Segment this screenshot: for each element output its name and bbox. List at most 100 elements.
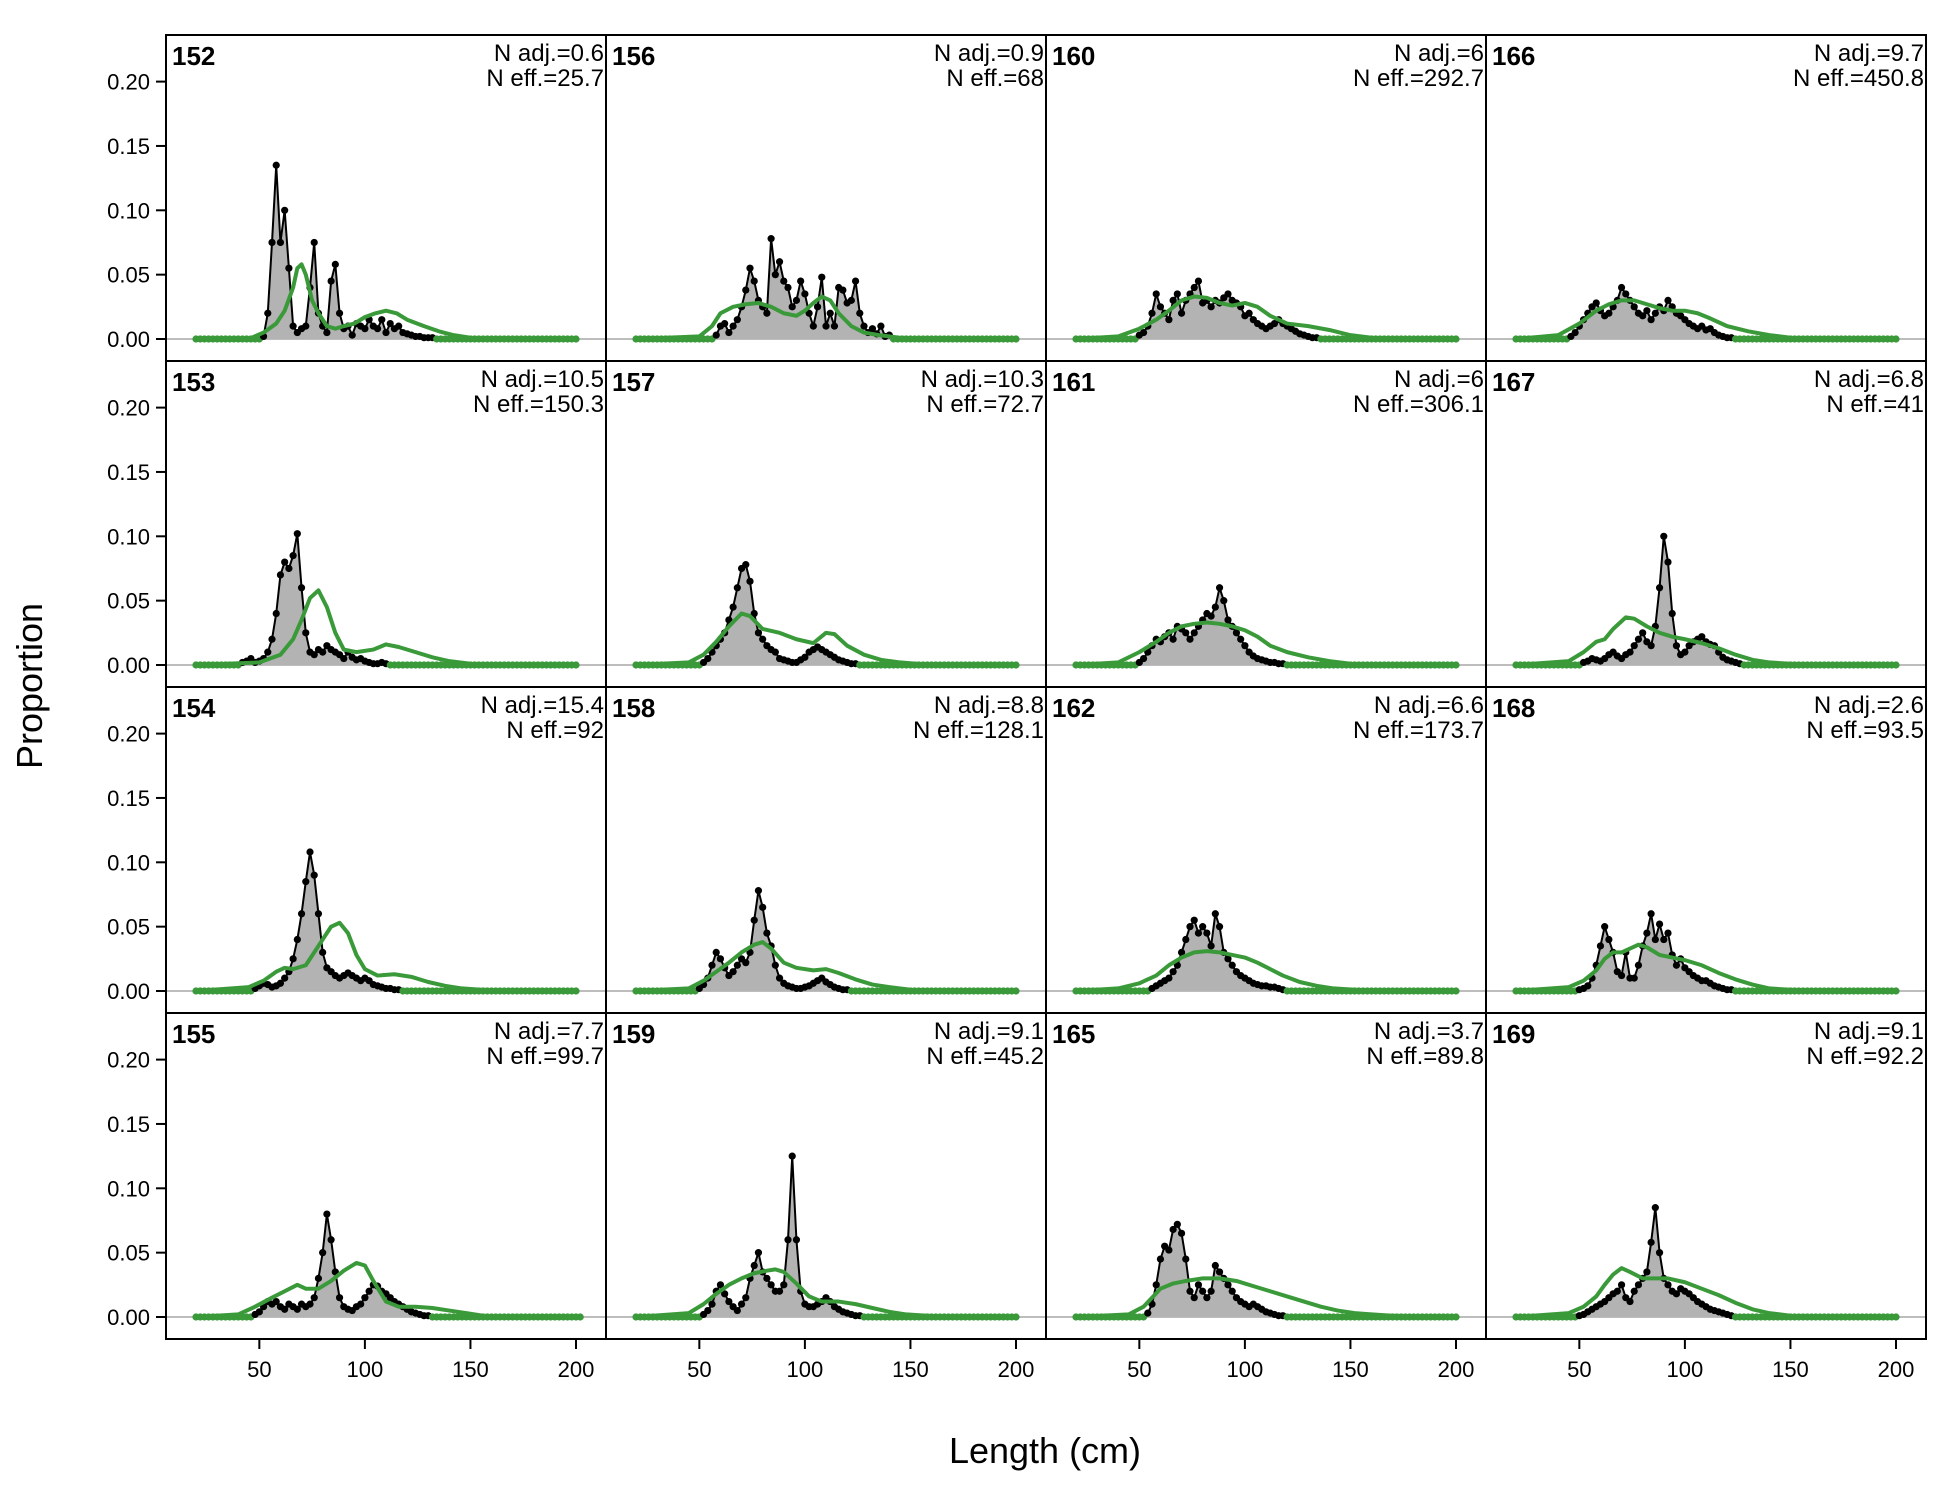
panel-168: 168 N adj.=2.6N eff.=93.5 bbox=[1485, 686, 1927, 1014]
observed-point bbox=[289, 322, 297, 330]
expected-line bbox=[635, 294, 1016, 341]
expected-line bbox=[195, 920, 576, 993]
observed-point bbox=[801, 653, 809, 661]
observed-point bbox=[264, 309, 272, 317]
observed-point bbox=[1177, 948, 1186, 956]
observed-point bbox=[281, 558, 289, 566]
observed-point bbox=[1655, 584, 1664, 592]
panel-169: 169 N adj.=9.1N eff.=92.2 bbox=[1485, 1012, 1927, 1340]
observed-area bbox=[636, 564, 1016, 665]
observed-point bbox=[1228, 961, 1236, 969]
observed-point bbox=[1173, 1220, 1181, 1228]
panel-155: 155 N adj.=7.7N eff.=99.7 bbox=[165, 1012, 607, 1340]
observed-point bbox=[1165, 1246, 1173, 1254]
observed-point bbox=[293, 530, 301, 538]
observed-point bbox=[1626, 648, 1634, 656]
n-adj-label: N adj.=0.9 bbox=[934, 40, 1044, 67]
panel-154: 154 N adj.=15.4N eff.=92 bbox=[165, 686, 607, 1014]
panel-160: 160 N adj.=6N eff.=292.7 bbox=[1045, 34, 1487, 362]
n-adj-label: N adj.=9.7 bbox=[1814, 40, 1924, 67]
observed-point bbox=[767, 235, 775, 243]
observed-point bbox=[1169, 1225, 1177, 1234]
expected-line bbox=[195, 588, 576, 667]
observed-point bbox=[750, 916, 758, 924]
n-eff-label: N eff.=306.1 bbox=[1353, 391, 1484, 418]
panel-156: 156 N adj.=0.9N eff.=68 bbox=[605, 34, 1047, 362]
observed-point bbox=[1605, 309, 1613, 317]
observed-area bbox=[196, 165, 576, 339]
observed-point bbox=[302, 878, 310, 886]
observed-point bbox=[1647, 910, 1655, 918]
observed-point bbox=[276, 979, 285, 987]
observed-point bbox=[302, 322, 310, 330]
observed-point bbox=[1672, 642, 1681, 650]
observed-area bbox=[1076, 587, 1456, 665]
x-tick-label: 50 bbox=[1127, 1357, 1151, 1382]
observed-point bbox=[276, 238, 285, 247]
observed-point bbox=[877, 322, 885, 330]
observed-point bbox=[285, 264, 293, 272]
observed-point bbox=[382, 328, 390, 337]
observed-point bbox=[847, 296, 855, 304]
observed-point bbox=[268, 635, 276, 643]
observed-point bbox=[712, 331, 720, 339]
y-tick-label: 0.05 bbox=[107, 915, 150, 940]
observed-point bbox=[1651, 309, 1659, 317]
observed-point bbox=[813, 303, 822, 311]
observed-point bbox=[1626, 1297, 1634, 1306]
observed-point bbox=[746, 264, 754, 272]
observed-point bbox=[733, 316, 741, 324]
observed-point bbox=[704, 654, 712, 663]
observed-point bbox=[327, 1236, 335, 1244]
observed-point bbox=[788, 303, 796, 311]
x-tick-label: 100 bbox=[1667, 1357, 1704, 1382]
panel-id-label: 152 bbox=[172, 41, 215, 71]
observed-point bbox=[1224, 955, 1232, 963]
observed-point bbox=[1613, 1287, 1621, 1295]
observed-point bbox=[1173, 290, 1181, 298]
observed-point bbox=[1617, 971, 1626, 980]
x-tick-label: 150 bbox=[1772, 1357, 1809, 1382]
observed-point bbox=[801, 290, 809, 298]
n-eff-label: N eff.=89.8 bbox=[1366, 1043, 1484, 1070]
observed-point bbox=[818, 273, 826, 281]
observed-point bbox=[1215, 923, 1224, 931]
observed-point bbox=[1643, 1268, 1651, 1276]
panel-id-label: 159 bbox=[612, 1019, 655, 1049]
observed-point bbox=[1681, 648, 1689, 656]
observed-point bbox=[255, 1308, 263, 1316]
panel-border bbox=[1485, 1012, 1927, 1340]
observed-point bbox=[1630, 1287, 1638, 1295]
x-tick-label: 200 bbox=[998, 1357, 1035, 1382]
observed-point bbox=[1643, 307, 1651, 315]
observed-point bbox=[289, 552, 297, 560]
n-adj-label: N adj.=10.3 bbox=[921, 366, 1044, 393]
y-tick-label: 0.00 bbox=[107, 1305, 150, 1330]
observed-point bbox=[754, 887, 763, 895]
observed-point bbox=[1182, 629, 1190, 637]
observed-point bbox=[1156, 303, 1165, 311]
x-tick-label: 150 bbox=[1332, 1357, 1369, 1382]
observed-point bbox=[289, 955, 297, 963]
x-tick-label: 50 bbox=[687, 1357, 711, 1382]
y-tick-label: 0.00 bbox=[107, 979, 150, 1004]
observed-line bbox=[196, 165, 576, 340]
y-tick-label: 0.20 bbox=[107, 70, 150, 95]
n-eff-label: N eff.=450.8 bbox=[1793, 65, 1924, 92]
observed-point bbox=[576, 1313, 584, 1321]
observed-point bbox=[285, 564, 293, 573]
observed-point bbox=[340, 654, 348, 663]
y-axis-title: Proportion bbox=[9, 603, 50, 769]
observed-point bbox=[1182, 935, 1190, 944]
x-tick-label: 200 bbox=[1438, 1357, 1475, 1382]
observed-point bbox=[1165, 974, 1173, 982]
observed-point bbox=[302, 629, 310, 637]
observed-point bbox=[1207, 1287, 1215, 1295]
observed-point bbox=[729, 322, 737, 330]
observed-point bbox=[742, 959, 750, 967]
expected-line bbox=[1075, 294, 1456, 341]
observed-point bbox=[1664, 558, 1672, 566]
observed-point bbox=[297, 584, 306, 592]
observed-line bbox=[1076, 1222, 1456, 1318]
panel-id-label: 154 bbox=[172, 693, 216, 723]
